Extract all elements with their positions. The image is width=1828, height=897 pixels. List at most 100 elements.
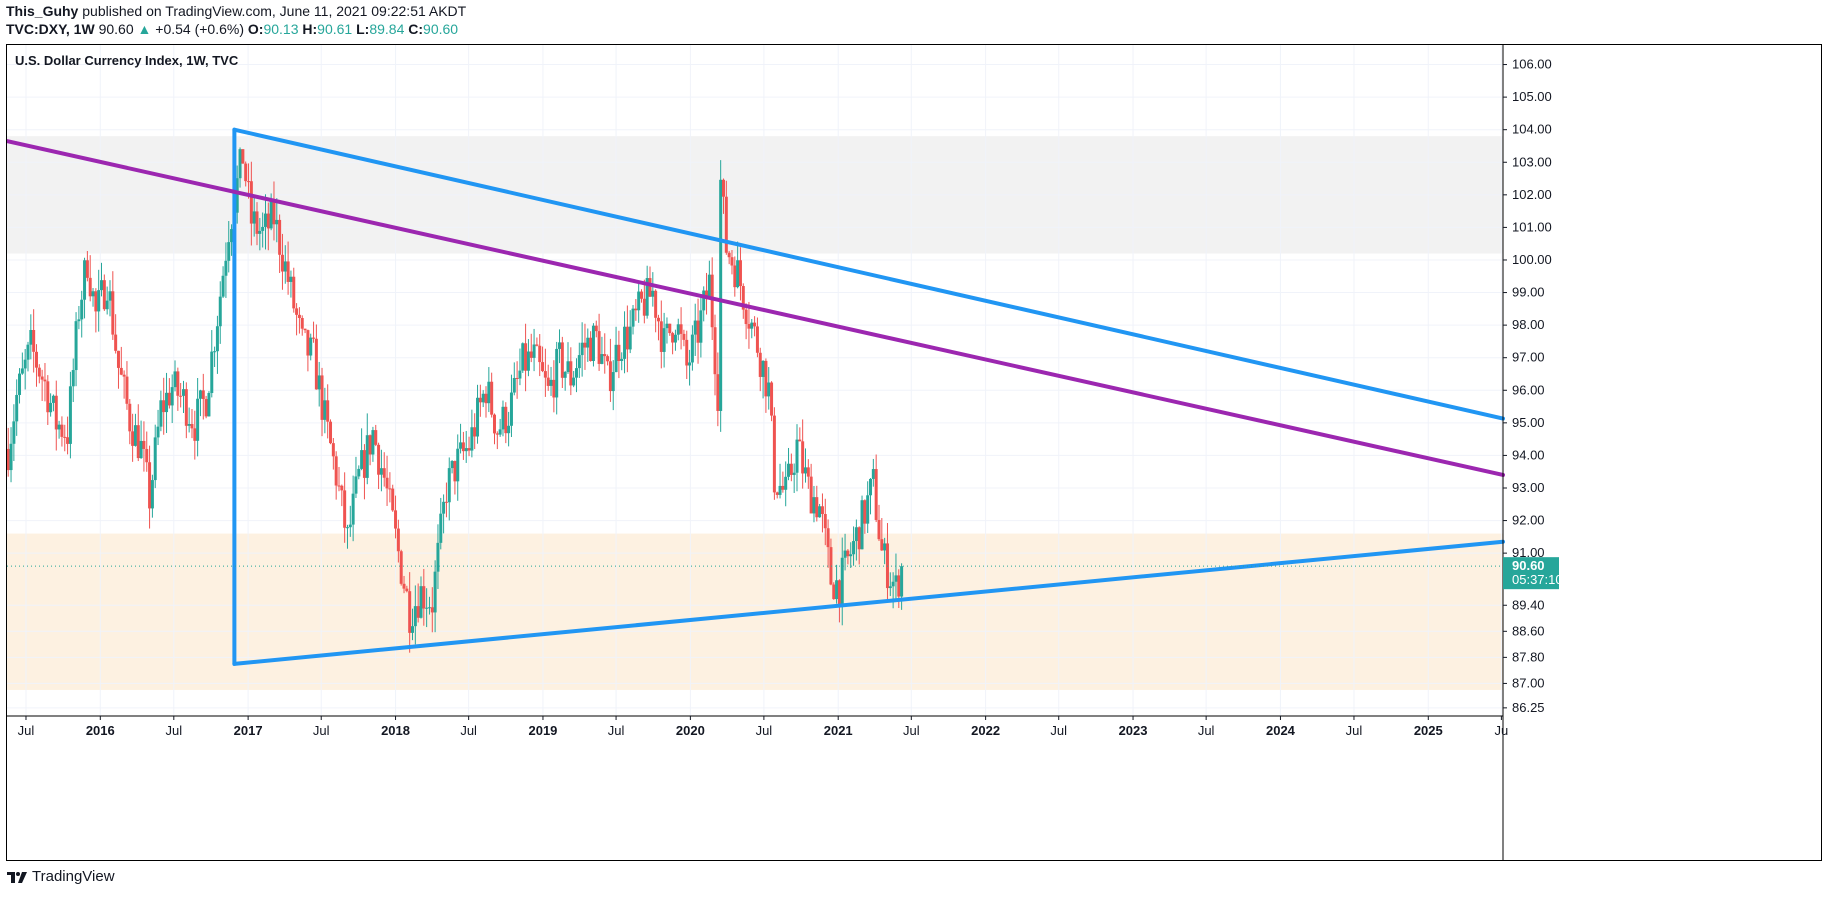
candle-body	[481, 393, 485, 403]
candle-body	[580, 342, 584, 356]
y-tick-label: 102.00	[1512, 187, 1552, 202]
candle-body	[374, 430, 378, 445]
candle-body	[131, 431, 135, 446]
candle-body	[114, 334, 118, 351]
candle-body	[583, 342, 587, 348]
candle-body	[659, 321, 663, 352]
chart-canvas[interactable]: 106.00 105.00 104.00 103.00 102.00 101.00 100.…	[7, 45, 1821, 860]
candle-body	[524, 343, 528, 371]
x-tick-label: Jul	[1346, 723, 1363, 738]
candle-body	[218, 296, 222, 327]
candle-body	[860, 500, 864, 550]
candle-body	[371, 430, 375, 455]
candle-body	[167, 392, 171, 406]
candle-body	[883, 543, 887, 551]
y-tick-label: 99.00	[1512, 285, 1545, 300]
candle-body	[411, 626, 415, 633]
candle-body	[179, 395, 183, 397]
candle-body	[654, 290, 658, 318]
candle-body	[591, 325, 595, 362]
candle-body	[362, 450, 366, 478]
candle-body	[442, 501, 446, 514]
x-tick-label: Jul	[18, 723, 35, 738]
candle-body	[314, 338, 318, 390]
y-tick-label: 92.00	[1512, 513, 1545, 528]
chart-frame[interactable]: 106.00 105.00 104.00 103.00 102.00 101.00 100.…	[6, 44, 1822, 861]
tradingview-logo-icon	[7, 871, 27, 883]
candle-body	[377, 444, 381, 475]
x-tick-label: Jul	[313, 723, 330, 738]
candle-body	[391, 488, 395, 511]
candle-body	[272, 201, 276, 225]
candle-body	[753, 322, 757, 327]
x-tick-label: 2025	[1414, 723, 1443, 738]
candle-body	[656, 317, 660, 322]
candle-body	[227, 242, 231, 261]
candle-body	[820, 506, 824, 515]
candle-body	[405, 588, 409, 592]
candle-body	[275, 219, 279, 225]
candle-body	[815, 497, 819, 518]
candle-body	[68, 386, 72, 444]
candle-body	[459, 442, 463, 449]
candle-body	[738, 260, 742, 287]
candle-body	[306, 330, 310, 356]
candle-body	[433, 571, 437, 613]
candle-body	[569, 361, 573, 386]
candle-body	[541, 362, 545, 372]
candle-body	[295, 308, 299, 315]
candle-body	[201, 390, 205, 400]
candle-body	[269, 201, 273, 229]
purple-trendline[interactable]	[7, 139, 1505, 477]
y-tick-label: 94.00	[1512, 447, 1545, 462]
candle-body	[792, 472, 796, 475]
candle-body	[699, 310, 703, 343]
candle-body	[829, 547, 833, 585]
candle-body	[871, 469, 875, 479]
candle-body	[148, 462, 152, 509]
candle-body	[702, 290, 706, 311]
y-tick-label: 98.00	[1512, 317, 1545, 332]
x-tick-label: Ju	[1495, 723, 1509, 738]
candle-body	[631, 308, 635, 327]
candle-body	[153, 437, 157, 481]
candle-body	[719, 179, 723, 411]
candle-body	[427, 607, 431, 609]
candle-body	[849, 554, 853, 557]
candle-body	[125, 376, 129, 404]
candle-body	[750, 322, 754, 329]
candle-body	[880, 539, 884, 551]
candle-body	[640, 291, 644, 299]
candle-body	[23, 359, 27, 369]
candle-body	[142, 440, 146, 449]
candle-body	[74, 321, 78, 371]
candle-body	[781, 485, 785, 490]
candle-body	[77, 319, 81, 322]
candle-body	[176, 371, 180, 396]
candle-body	[549, 379, 553, 386]
candle-body	[888, 586, 892, 589]
candle-body	[543, 371, 547, 378]
candle-body	[57, 424, 61, 430]
candle-body	[758, 352, 762, 377]
candle-body	[555, 348, 559, 398]
triangle-upper-line[interactable]	[232, 127, 1505, 421]
current-price-badge	[1503, 557, 1559, 590]
candles-layer	[7, 147, 904, 653]
candle-body	[83, 260, 87, 300]
candle-body	[710, 274, 714, 328]
trendlines-layer[interactable]	[7, 127, 1505, 666]
candle-body	[80, 299, 84, 320]
candle-body	[608, 361, 612, 392]
low-label: L:	[356, 21, 370, 37]
triangle-lower-line[interactable]	[232, 539, 1505, 666]
candle-body	[897, 575, 901, 597]
publisher-name[interactable]: This_Guhy	[6, 3, 79, 19]
candle-body	[97, 290, 101, 312]
footer-brand[interactable]: TradingView	[32, 868, 115, 885]
candle-body	[15, 394, 19, 422]
candle-body	[108, 291, 112, 301]
candle-body	[772, 415, 776, 493]
y-tick-label: 96.00	[1512, 382, 1545, 397]
candle-body	[671, 333, 675, 343]
